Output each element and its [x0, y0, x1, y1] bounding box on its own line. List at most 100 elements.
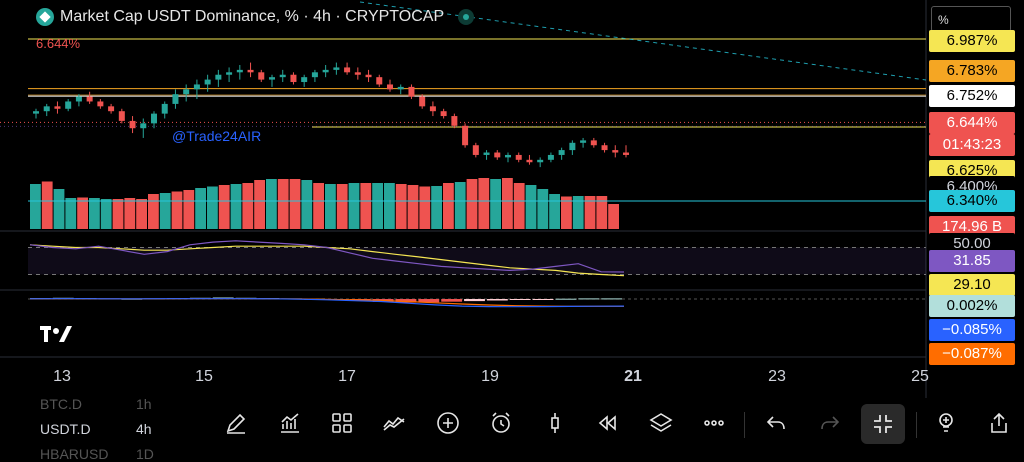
x-axis-tick-label: 19 [481, 368, 499, 385]
layers-icon[interactable] [647, 409, 675, 437]
candle-body [408, 86, 415, 97]
candle-body [440, 111, 447, 117]
candle-body [301, 77, 308, 83]
watchlist-interval[interactable]: 4h [136, 421, 152, 437]
candle-body [505, 154, 511, 158]
more-icon[interactable] [700, 409, 728, 437]
volume-bar [336, 184, 348, 229]
redo-icon[interactable] [816, 409, 844, 437]
x-axis-tick-label: 15 [195, 368, 213, 385]
volume-bar [454, 182, 466, 229]
volume-bar [525, 185, 537, 229]
volume-bar [478, 178, 490, 229]
exit-fullscreen-icon[interactable] [861, 404, 905, 444]
volume-bar [266, 179, 277, 229]
volume-bar [443, 183, 454, 229]
bulb-icon[interactable] [932, 409, 960, 437]
volume-bar [124, 198, 136, 229]
volume-bar [218, 185, 230, 229]
candles-icon[interactable] [541, 409, 569, 437]
draw-icon[interactable] [222, 409, 250, 437]
candle-body [108, 106, 115, 112]
volume-bar [419, 186, 431, 229]
macd-histogram-bar [395, 299, 417, 303]
bottom-toolbar [0, 398, 1024, 459]
candle-body [204, 79, 211, 85]
watchlist-symbol[interactable]: USDT.D [40, 421, 91, 437]
volume-bar [242, 183, 254, 229]
price-tag: 6.783% [929, 60, 1015, 82]
candle-body [151, 113, 157, 124]
grid-layout-icon[interactable] [328, 409, 356, 437]
candle-body [612, 150, 619, 153]
candle-body [279, 74, 286, 78]
macd-histogram-bar [464, 299, 485, 302]
volume-bar [572, 196, 584, 229]
price-tag: 6.340% [929, 190, 1015, 212]
x-axis-tick-label: 21 [624, 368, 642, 385]
price-tag: 29.10 [929, 274, 1015, 296]
price-tag: 50.00 [929, 233, 1015, 255]
tether-logo-icon [36, 8, 54, 26]
add-icon[interactable] [434, 409, 462, 437]
macd-line [29, 298, 625, 308]
candle-body [365, 74, 372, 78]
volume-bar [254, 180, 265, 229]
candle-body [429, 106, 436, 112]
volume-bar [608, 204, 619, 229]
volume-bar [407, 185, 419, 229]
candle-body [547, 154, 554, 160]
x-axis-tick-label: 13 [53, 368, 71, 385]
candle-body [515, 154, 522, 160]
volume-bar [195, 188, 206, 229]
macd-histogram-bar [532, 299, 554, 300]
candle-body [558, 150, 565, 155]
macd-histogram-bar [486, 299, 508, 301]
candle-body [526, 159, 533, 163]
volume-bar [584, 196, 596, 229]
share-icon[interactable] [985, 409, 1013, 437]
alert-icon[interactable] [487, 409, 515, 437]
volume-bar [537, 189, 549, 229]
watchlist-symbol[interactable]: BTC.D [40, 396, 82, 412]
volume-bar [148, 194, 159, 229]
x-axis-tick-label: 17 [338, 368, 356, 385]
chart-title-text: Market Cap USDT Dominance, % · 4h · CRYP… [60, 8, 445, 25]
candle-body [311, 72, 318, 78]
volume-bar [301, 180, 313, 229]
volume-bar [490, 179, 501, 229]
candle-body [290, 74, 297, 83]
macd-histogram-bar [578, 298, 600, 300]
replay-icon[interactable] [593, 409, 621, 437]
candle-body [462, 125, 469, 146]
candle-body [623, 152, 629, 155]
candle-body [86, 96, 93, 102]
volume-bar [466, 179, 478, 229]
candle-body [118, 111, 125, 121]
macd-histogram-bar [418, 299, 440, 303]
candle-body [193, 84, 200, 90]
candle-body [376, 77, 383, 85]
macd-histogram-bar [601, 298, 622, 300]
watchlist-symbol[interactable]: HBARUSD [40, 446, 109, 462]
indicators-icon[interactable] [276, 409, 304, 437]
candle-body [333, 67, 340, 70]
volume-bar [372, 183, 383, 229]
tradingview-logo-icon [40, 326, 72, 342]
volume-bar [30, 184, 41, 229]
undo-icon[interactable] [762, 409, 790, 437]
watermark: @Trade24AIR [172, 128, 262, 144]
compare-icon[interactable] [380, 409, 408, 437]
price-tag: 6.752% [929, 85, 1015, 107]
candle-body [172, 94, 179, 104]
unit-selector[interactable]: % [931, 6, 1011, 32]
volume-bar [53, 189, 65, 229]
chart-title[interactable]: Market Cap USDT Dominance, % · 4h · CRYP… [36, 8, 475, 26]
volume-bar [171, 191, 183, 229]
volume-bar [89, 198, 100, 229]
volume-bar [549, 194, 560, 229]
volume-bar [360, 183, 372, 229]
x-axis-tick-label: 23 [768, 368, 786, 385]
candle-body [215, 74, 222, 80]
